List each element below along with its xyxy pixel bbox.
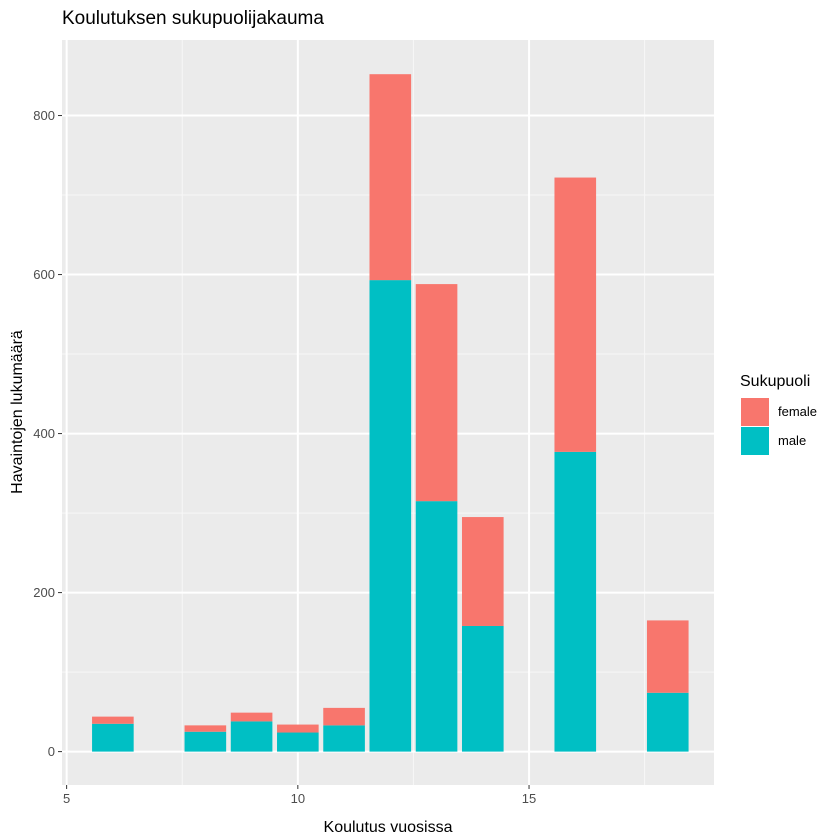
bar-female [369,74,412,281]
legend-label-male: male [778,433,806,448]
bar-male [369,280,412,752]
x-tick-label: 15 [522,791,536,806]
y-tick-label: 200 [33,585,55,600]
bar-female [461,517,504,626]
bar-female [646,620,689,693]
bar-male [554,451,597,752]
bar-female [92,716,134,724]
bar-male [92,723,134,752]
y-tick-label: 0 [48,744,55,759]
bar-female [554,177,597,452]
legend: Sukupuoli female male [740,373,817,455]
y-tick-label: 400 [33,426,55,441]
axes: 0 200 400 600 800 5 10 15 [33,108,536,806]
bar-female [277,724,319,733]
bar-male [323,725,365,752]
legend-key-male [741,427,769,455]
bar-female [323,707,365,726]
y-tick-label: 600 [33,267,55,282]
bar-female [415,284,458,502]
bar-male [461,625,504,752]
y-axis-title: Havaintojen lukumäärä [9,330,26,494]
bar-male [415,501,458,752]
x-tick-label: 5 [63,791,70,806]
bar-female [230,712,273,722]
bars [92,74,689,752]
bar-male [646,692,689,752]
bar-female [184,725,227,732]
chart-title: Koulutuksen sukupuolijakauma [62,8,324,29]
y-tick-label: 800 [33,108,55,123]
legend-title: Sukupuoli [740,373,810,390]
legend-key-female [741,398,769,426]
bar-male [184,731,227,752]
legend-label-female: female [778,404,817,419]
x-axis-title: Koulutus vuosissa [324,819,453,836]
bar-male [277,732,319,752]
bar-male [230,721,273,752]
x-tick-label: 10 [291,791,305,806]
